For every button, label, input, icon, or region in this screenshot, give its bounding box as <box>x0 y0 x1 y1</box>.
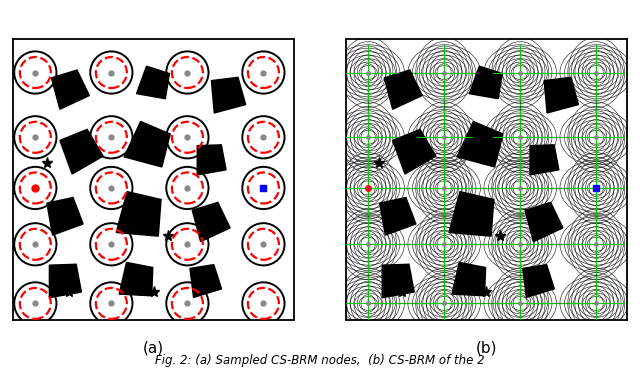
Text: (a): (a) <box>143 340 164 355</box>
Polygon shape <box>530 145 559 175</box>
Polygon shape <box>116 191 161 236</box>
Polygon shape <box>382 264 414 298</box>
Polygon shape <box>60 129 103 174</box>
Polygon shape <box>544 77 579 113</box>
Polygon shape <box>49 264 81 298</box>
Polygon shape <box>452 263 486 296</box>
Polygon shape <box>190 265 221 297</box>
Polygon shape <box>384 70 422 109</box>
Polygon shape <box>469 66 502 99</box>
Polygon shape <box>523 265 554 297</box>
Polygon shape <box>380 197 416 235</box>
Text: Fig. 2: (a) Sampled CS-BRM nodes,  (b) CS-BRM of the 2: Fig. 2: (a) Sampled CS-BRM nodes, (b) CS… <box>155 353 485 367</box>
Polygon shape <box>197 145 226 175</box>
Polygon shape <box>457 122 503 167</box>
Polygon shape <box>449 191 494 236</box>
Polygon shape <box>393 129 436 174</box>
Polygon shape <box>119 263 153 296</box>
Text: (b): (b) <box>476 340 497 355</box>
Polygon shape <box>51 70 90 109</box>
Polygon shape <box>47 197 83 235</box>
Polygon shape <box>136 66 170 99</box>
Polygon shape <box>211 77 246 113</box>
Polygon shape <box>525 202 563 242</box>
Polygon shape <box>124 122 170 167</box>
Polygon shape <box>192 202 230 242</box>
